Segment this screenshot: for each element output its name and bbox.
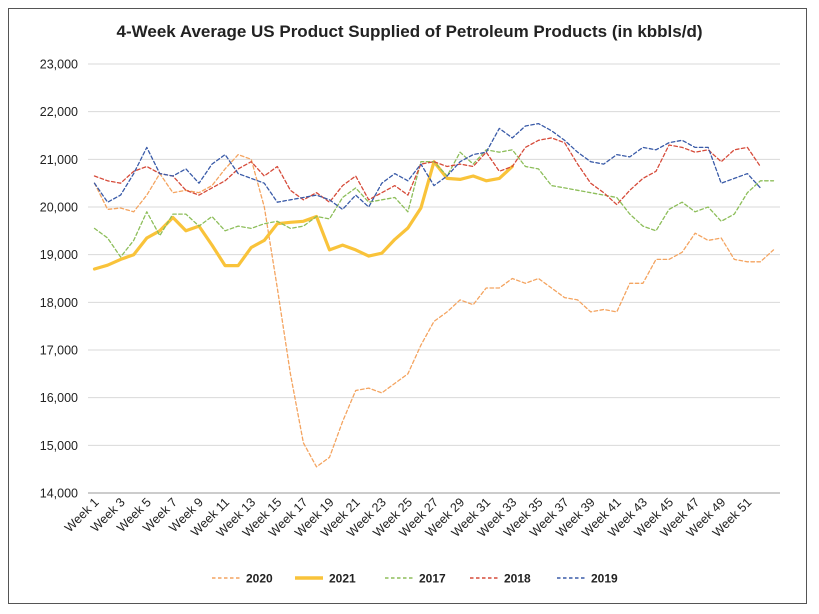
chart-frame xyxy=(8,8,807,604)
y-tick-label: 21,000 xyxy=(40,153,78,167)
y-axis: 14,000 15,000 16,000 17,000 18,000 19,000 20,0… xyxy=(40,58,78,501)
y-tick-label: 22,000 xyxy=(40,105,78,119)
legend-label-2019: 2019 xyxy=(591,572,618,586)
legend-label-2020: 2020 xyxy=(246,572,273,586)
series-line-2018 xyxy=(93,137,762,206)
series-line-2019 xyxy=(93,122,762,211)
legend-label-2018: 2018 xyxy=(504,572,531,586)
legend: 2020 2021 2017 2018 2019 xyxy=(212,572,618,586)
legend-label-2017: 2017 xyxy=(419,572,446,586)
gridlines xyxy=(88,63,780,494)
chart-title: 4-Week Average US Product Supplied of Pe… xyxy=(116,22,703,41)
y-tick-label: 18,000 xyxy=(40,296,78,310)
y-tick-label: 14,000 xyxy=(40,487,78,501)
y-tick-label: 17,000 xyxy=(40,344,78,358)
y-tick-label: 15,000 xyxy=(40,439,78,453)
series-line-2020 xyxy=(93,153,775,468)
series-line-2021 xyxy=(92,160,514,271)
y-tick-label: 23,000 xyxy=(40,58,78,72)
y-tick-label: 16,000 xyxy=(40,391,78,405)
series-lines xyxy=(92,122,775,468)
y-tick-label: 20,000 xyxy=(40,201,78,215)
y-tick-label: 19,000 xyxy=(40,248,78,262)
legend-label-2021: 2021 xyxy=(329,572,356,586)
